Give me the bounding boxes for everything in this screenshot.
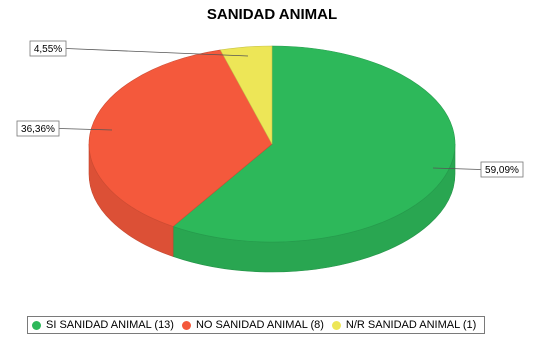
legend-swatch-nr bbox=[331, 320, 341, 330]
pie-slice-2 bbox=[219, 45, 273, 145]
legend-item-no: NO SANIDAD ANIMAL (8) bbox=[181, 319, 324, 331]
legend-swatch-no bbox=[181, 320, 191, 330]
data-label-2: 4,55% bbox=[34, 44, 62, 55]
legend-label-nr: N/R SANIDAD ANIMAL (1) bbox=[345, 319, 477, 331]
legend-swatch-si bbox=[32, 320, 41, 330]
chart-title: SANIDAD ANIMAL bbox=[206, 6, 338, 23]
legend-item-si: SI SANIDAD ANIMAL (13) bbox=[32, 319, 174, 331]
data-label-box-2 bbox=[29, 40, 67, 57]
pie-slice-1 bbox=[88, 49, 273, 227]
legend-label-no: NO SANIDAD ANIMAL (8) bbox=[195, 319, 324, 331]
leader-line-0 bbox=[432, 167, 482, 170]
data-label-0: 59,09% bbox=[485, 165, 519, 176]
legend-item-nr: N/R SANIDAD ANIMAL (1) bbox=[331, 319, 477, 331]
leader-line-1 bbox=[58, 128, 113, 131]
legend-label-si: SI SANIDAD ANIMAL (13) bbox=[46, 319, 174, 331]
pie-slices bbox=[88, 45, 456, 243]
data-label-1: 36,36% bbox=[21, 124, 55, 135]
pie-slice-0 bbox=[172, 45, 456, 243]
leader-line-2 bbox=[65, 48, 249, 57]
data-label-box-1 bbox=[16, 120, 60, 137]
leader-lines: 59,09% 36,36% 4,55% bbox=[16, 40, 524, 178]
legend: SI SANIDAD ANIMAL (13) NO SANIDAD ANIMAL… bbox=[27, 316, 486, 334]
data-label-box-0 bbox=[480, 161, 524, 178]
